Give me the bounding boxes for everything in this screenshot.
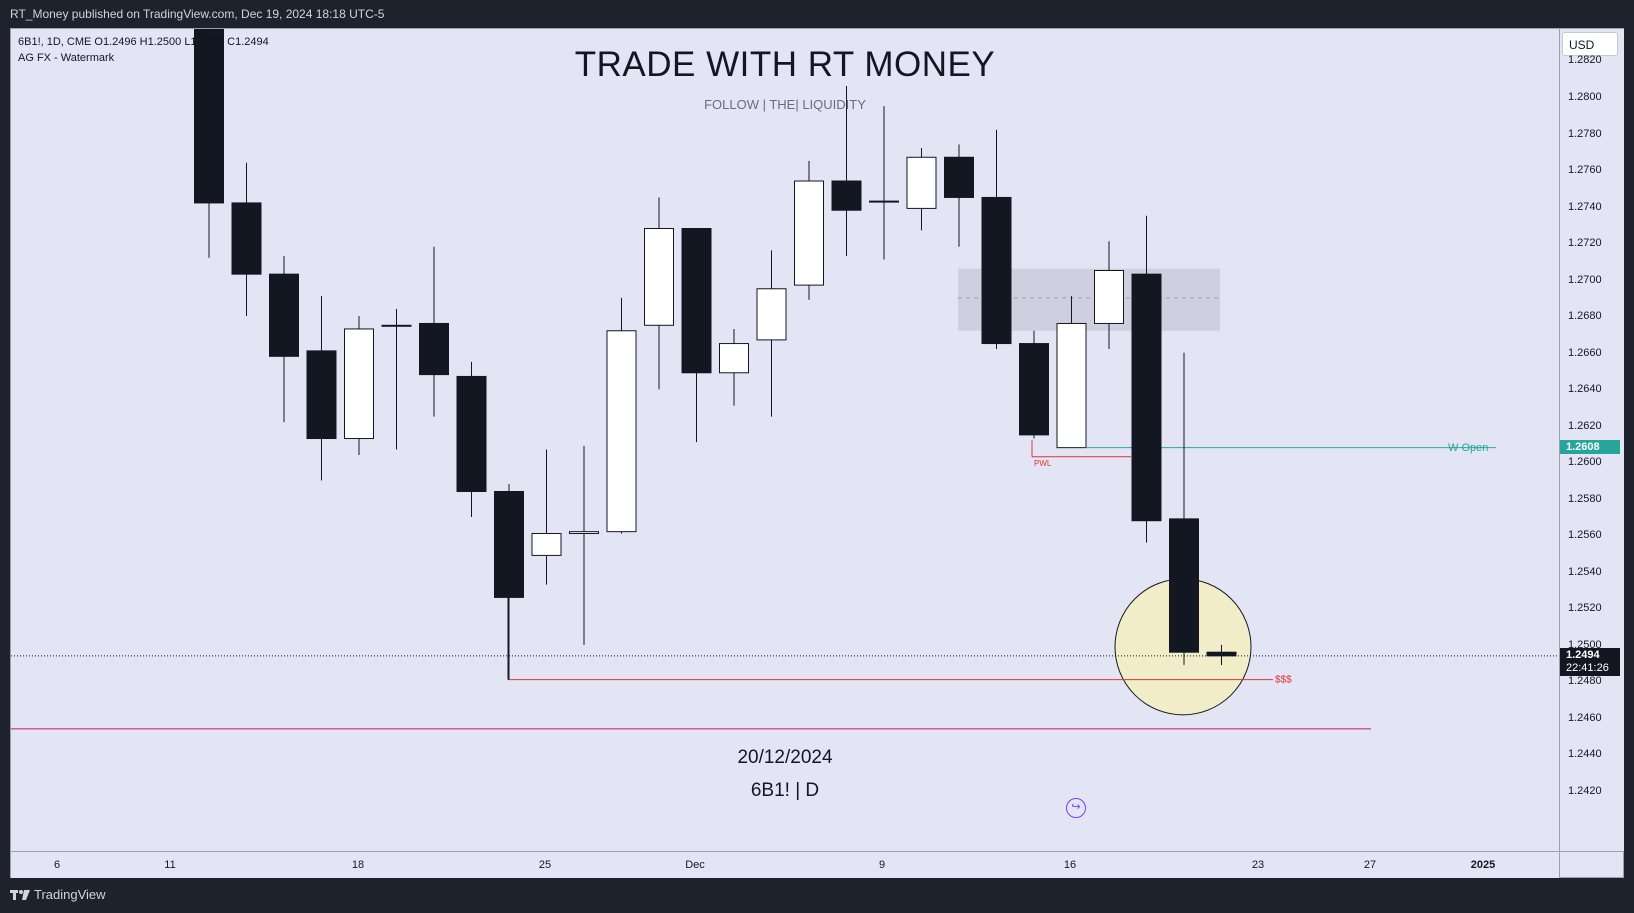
watermark-date: 20/12/2024 [737, 747, 833, 768]
candle-bull [531, 532, 562, 556]
sss-label: $$$ [1275, 674, 1292, 686]
pwl-label: PWL [1034, 458, 1052, 468]
price-tick: 1.2440 [1568, 748, 1602, 761]
candle-bull [756, 288, 787, 341]
plot-area[interactable]: 6B1!, 1D, CME O1.2496 H1.2500 L1.2489 C1… [11, 29, 1559, 851]
candle-bull [906, 156, 937, 209]
candlestick-chart[interactable] [11, 29, 1559, 851]
candle-bear [681, 227, 712, 374]
price-tick: 1.2680 [1568, 310, 1602, 323]
price-tick: 1.2520 [1568, 602, 1602, 615]
time-tick: 2025 [1470, 859, 1496, 871]
candle-bear [456, 375, 487, 492]
time-tick: 27 [1363, 859, 1377, 871]
candle-bull [1056, 322, 1087, 449]
axis-corner [1559, 851, 1624, 878]
time-tick: 25 [538, 859, 552, 871]
watermark-title: TRADE WITH RT MONEY [574, 45, 996, 84]
time-tick: 18 [351, 859, 365, 871]
symbol-legend: 6B1!, 1D, CME O1.2496 H1.2500 L1.2489 C1… [18, 34, 269, 66]
time-axis[interactable]: 6 11 18 25 Dec 9 16 23 27 2025 [11, 851, 1559, 878]
candle-bear [831, 180, 862, 211]
w-open-label: W Open [1448, 441, 1489, 454]
price-tick: 1.2600 [1568, 456, 1602, 469]
price-tick: 1.2560 [1568, 529, 1602, 542]
chart-container[interactable]: 6B1!, 1D, CME O1.2496 H1.2500 L1.2489 C1… [10, 28, 1624, 878]
price-tick: 1.2700 [1568, 273, 1602, 286]
time-tick: Dec [685, 859, 705, 871]
publish-info: RT_Money published on TradingView.com, D… [10, 7, 385, 21]
price-tick: 1.2580 [1568, 492, 1602, 505]
candle-bear [944, 156, 974, 198]
price-tick: 1.2540 [1568, 565, 1602, 578]
tradingview-logo-icon [10, 889, 30, 900]
price-tick: 1.2720 [1568, 237, 1602, 250]
candle-bull [794, 180, 824, 286]
candle-bull [644, 227, 674, 326]
tradingview-brand: TradingView [34, 887, 106, 902]
watermark-symbol: 6B1! | D [750, 780, 820, 801]
candle-bull [719, 343, 749, 374]
candle-bear [1206, 651, 1237, 657]
time-tick: 16 [1063, 859, 1077, 871]
tradingview-logo[interactable]: TradingView [10, 887, 106, 902]
time-tick: 11 [164, 859, 176, 871]
legend-ohlc[interactable]: 6B1!, 1D, CME O1.2496 H1.2500 L1.2489 C1… [18, 36, 269, 48]
candle-bear [494, 490, 524, 598]
price-tick: 1.2480 [1568, 675, 1602, 688]
price-tick: 1.2620 [1568, 419, 1602, 432]
candle-bear [231, 202, 262, 275]
footer: TradingView [0, 878, 1634, 913]
time-tick: 9 [878, 859, 886, 871]
w-open-price-tag: 1.2608 [1560, 439, 1620, 454]
candle-bear [1131, 273, 1162, 522]
candle-bull [344, 328, 374, 440]
candle-bull [381, 324, 412, 327]
candle-bear [194, 29, 224, 204]
price-tick: 1.2760 [1568, 164, 1602, 177]
candle-bear [1019, 343, 1049, 436]
publish-bar: RT_Money published on TradingView.com, D… [0, 0, 1634, 28]
price-tick: 1.2660 [1568, 346, 1602, 359]
current-price-tag: 1.2494 22:41:26 [1560, 647, 1620, 676]
price-tick: 1.2780 [1568, 127, 1602, 140]
candle-bear [269, 273, 299, 357]
watermark-subtitle: FOLLOW | THE| LIQUIDITY [704, 97, 866, 112]
currency-selector[interactable]: USD [1562, 32, 1618, 56]
time-tick: 23 [1251, 859, 1265, 871]
legend-indicator[interactable]: AG FX - Watermark [18, 52, 115, 64]
candle-bear [306, 350, 337, 440]
candle-bear [981, 196, 1012, 345]
time-tick: 6 [53, 859, 61, 871]
price-tick: 1.2800 [1568, 91, 1602, 103]
price-tick: 1.2640 [1568, 383, 1602, 396]
price-tick: 1.2460 [1568, 711, 1602, 724]
candle-bull [869, 200, 899, 203]
candle-bear [419, 322, 449, 376]
candle-bull [1094, 270, 1124, 324]
price-tick: 1.2420 [1568, 785, 1602, 797]
candle-bear [1169, 518, 1199, 653]
price-tick: 1.2740 [1568, 200, 1602, 213]
bar-countdown: 22:41:26 [1566, 661, 1609, 674]
current-price: 1.2494 [1566, 648, 1600, 661]
replay-icon[interactable]: ↪ [1066, 798, 1086, 818]
price-tick: 1.2820 [1568, 54, 1602, 67]
candle-bull [569, 531, 599, 534]
price-axis[interactable]: USD 1.2820 1.2800 1.2780 1.2760 1.2740 1.2720… [1559, 29, 1624, 851]
candle-bull [606, 330, 637, 533]
